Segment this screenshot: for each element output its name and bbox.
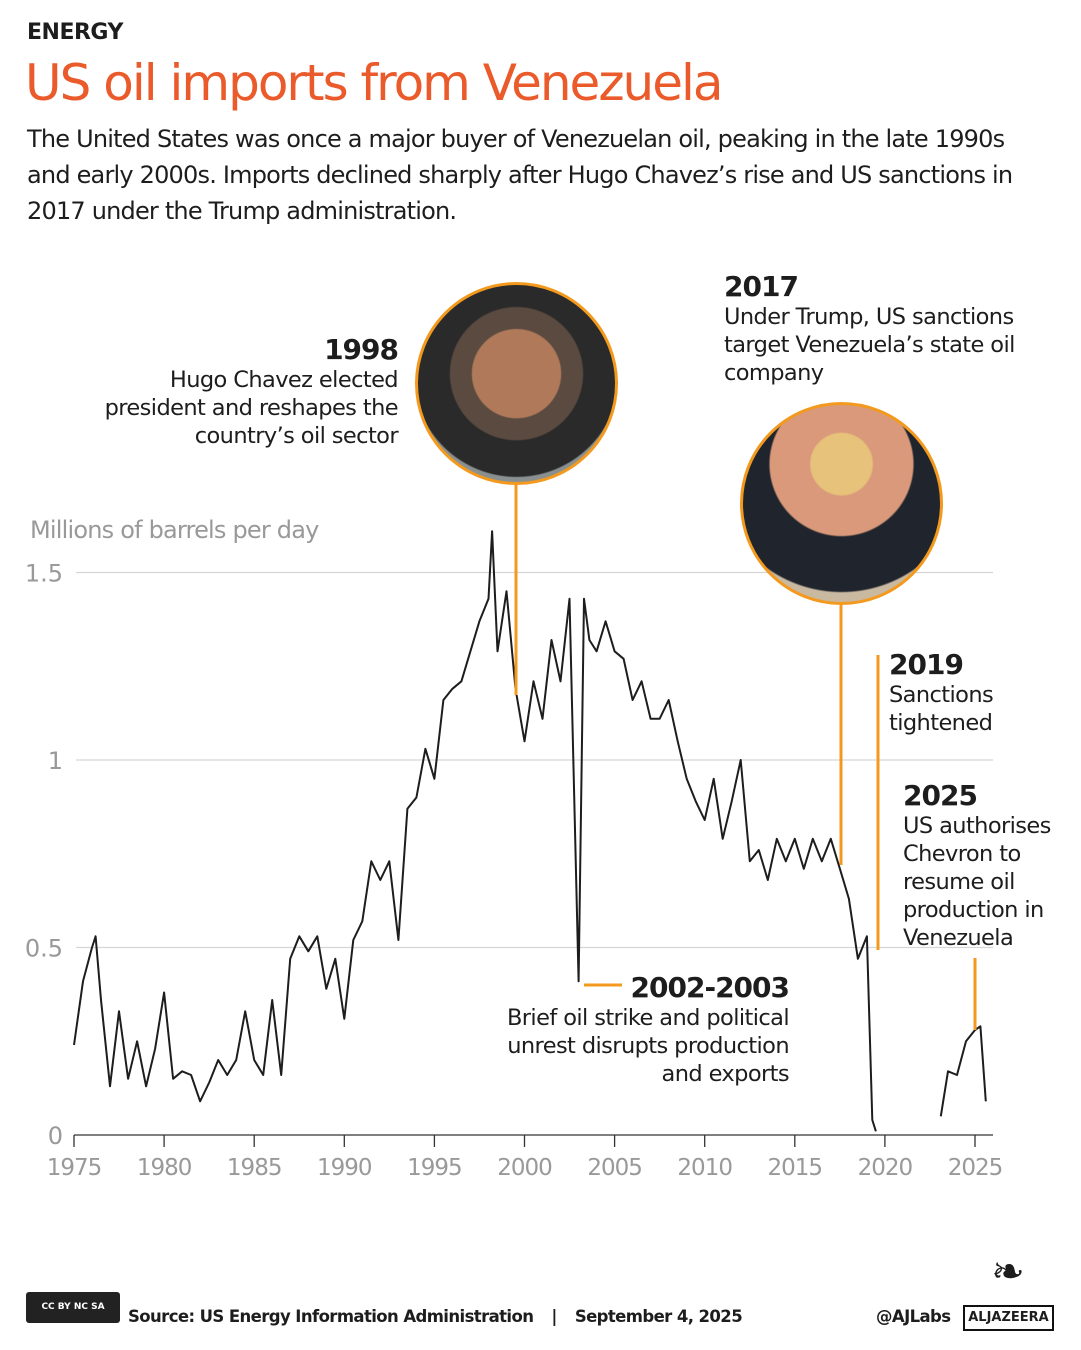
- x-tick-label: 1985: [227, 1155, 282, 1181]
- aljazeera-wordmark: ALJAZEERA: [963, 1305, 1054, 1331]
- y-tick-label: 0: [48, 1122, 63, 1150]
- x-tick-label: 2010: [677, 1155, 732, 1181]
- x-tick-label: 2025: [948, 1155, 1003, 1181]
- annotation-2002-2003: 2002-2003 Brief oil strike and political…: [499, 971, 790, 1088]
- subtitle: The United States was once a major buyer…: [27, 125, 1013, 225]
- handle: @AJLabs: [876, 1307, 951, 1326]
- y-axis-label: Millions of barrels per day: [30, 516, 319, 544]
- y-tick-label: 0.5: [25, 935, 63, 963]
- annotation-text: US authorises Chevron to resume oil prod…: [903, 813, 1051, 951]
- source: Source: US Energy Information Administra…: [128, 1307, 534, 1326]
- annotation-text: Under Trump, US sanctions target Venezue…: [724, 304, 1015, 386]
- x-tick-label: 2000: [497, 1155, 552, 1181]
- x-tick-label: 2015: [768, 1155, 823, 1181]
- annotation-text: Brief oil strike and political unrest di…: [506, 1005, 790, 1087]
- kicker: ENERGY: [27, 20, 123, 45]
- annotation-1998: 1998 Hugo Chavez elected president and r…: [78, 333, 399, 450]
- annotation-text: Sanctions tightened: [889, 682, 994, 736]
- x-tick-label: 1990: [317, 1155, 372, 1181]
- annotation-2017: 2017 Under Trump, US sanctions target Ve…: [724, 270, 1064, 387]
- trump-photo: [740, 402, 943, 605]
- annotation-2025: 2025 US authorises Chevron to resume oil…: [903, 779, 1073, 952]
- separator: |: [551, 1307, 557, 1326]
- date: September 4, 2025: [574, 1307, 743, 1326]
- page-title: US oil imports from Venezuela: [25, 54, 724, 112]
- annotation-year: 2002-2003: [630, 971, 790, 1004]
- annotation-year: 2025: [903, 779, 978, 812]
- x-tick-label: 2020: [858, 1155, 913, 1181]
- footer-row: Source: US Energy Information Administra…: [128, 1307, 743, 1326]
- aljazeera-logo-icon: ❧: [991, 1249, 1025, 1295]
- y-tick-label: 1: [48, 747, 63, 775]
- annotation-text: Hugo Chavez elected president and reshap…: [104, 367, 399, 449]
- annotation-year: 2019: [889, 648, 964, 681]
- series-line: [73, 530, 987, 1132]
- x-tick-label: 1975: [47, 1155, 102, 1181]
- x-tick-label: 1980: [137, 1155, 192, 1181]
- chavez-photo: [415, 282, 618, 485]
- annotation-year: 2017: [724, 270, 799, 303]
- x-tick-label: 1995: [407, 1155, 462, 1181]
- annotation-2019: 2019 Sanctions tightened: [889, 648, 1049, 737]
- cc-license-badge: CC BY NC SA: [26, 1292, 120, 1323]
- annotation-year: 1998: [324, 333, 399, 366]
- x-tick-label: 2005: [587, 1155, 642, 1181]
- y-tick-label: 1.5: [25, 560, 63, 588]
